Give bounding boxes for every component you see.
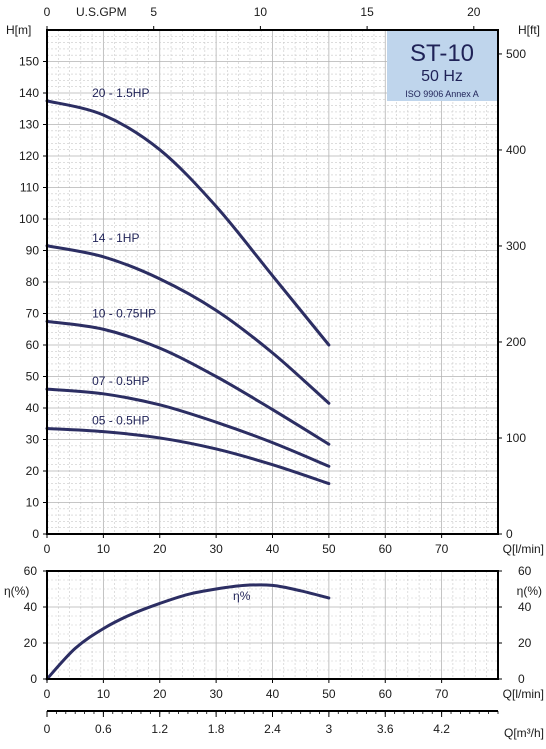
efficiency-curve-label: η% <box>233 589 251 603</box>
flow-tick-label: 1.2 <box>151 722 168 736</box>
x-tick-label-top: 0 <box>44 5 51 19</box>
y-tick-label-left: 110 <box>20 181 39 195</box>
head-curve <box>45 426 331 486</box>
badge-standard: ISO 9906 Annex A <box>405 89 479 99</box>
flow-tick-label: 0.6 <box>95 722 112 736</box>
x-tick-label-bottom: 60 <box>379 542 393 556</box>
eff-y-tick-label-left: 0 <box>30 672 37 686</box>
eff-y-tick-label-left: 20 <box>24 636 38 650</box>
y-tick-label-left: 40 <box>26 401 40 415</box>
eff-y-tick-label-right: 40 <box>518 600 532 614</box>
eff-x-tick-label: 40 <box>266 687 280 701</box>
y-tick-label-right: 400 <box>506 143 526 157</box>
head-curve <box>45 244 331 405</box>
x-axis-label-bottom: Q[l/min] <box>503 542 544 556</box>
eff-x-tick-label: 50 <box>322 687 336 701</box>
y-axis-label-left: H[m] <box>6 23 31 37</box>
x-tick-label-bottom: 30 <box>209 542 223 556</box>
x-tick-label-bottom: 70 <box>435 542 449 556</box>
eff-y-tick-label-right: 0 <box>518 672 525 686</box>
x-tick-label-top: 5 <box>150 5 157 19</box>
eff-x-tick-label: 0 <box>44 687 51 701</box>
flow-tick-label: 2.4 <box>264 722 281 736</box>
head-chart-panel: 20 - 1.5HP 14 - 1HP 10 - 0.75HP 07 - 0.5HP 0… <box>6 5 544 556</box>
y-tick-label-left: 120 <box>19 149 39 163</box>
eff-y-axis-label-right: η(%) <box>517 584 542 598</box>
badge-background <box>387 31 497 101</box>
flow-tick-label: 3.6 <box>377 722 394 736</box>
flow-axis-panel: 0 0.6 1.2 1.8 2.4 3 3.6 4.2 Q[m³/h] <box>44 710 544 740</box>
eff-y-tick-label-left: 40 <box>24 600 38 614</box>
y-tick-label-left: 90 <box>26 244 40 258</box>
model-badge: ST-10 50 Hz ISO 9906 Annex A <box>387 31 497 101</box>
x-tick-label-bottom: 10 <box>97 542 111 556</box>
y-tick-label-right: 300 <box>506 239 526 253</box>
head-curves: 20 - 1.5HP 14 - 1HP 10 - 0.75HP 07 - 0.5HP 0… <box>45 86 331 486</box>
flow-axis-label: Q[m³/h] <box>504 726 544 740</box>
x-tick-label-top: 20 <box>467 5 481 19</box>
y-tick-label-left: 0 <box>32 527 39 541</box>
flow-ticks: 0 0.6 1.2 1.8 2.4 3 3.6 4.2 <box>44 710 499 736</box>
y-tick-label-left: 70 <box>26 307 40 321</box>
y-tick-label-left: 60 <box>26 338 40 352</box>
eff-x-tick-label: 20 <box>153 687 167 701</box>
head-curve <box>45 387 331 468</box>
x-tick-label-bottom: 20 <box>153 542 167 556</box>
efficiency-curves: η% <box>45 583 331 681</box>
y-tick-label-left: 10 <box>26 496 40 510</box>
eff-y-axis-label-left: η(%) <box>4 584 29 598</box>
y-tick-label-left: 150 <box>19 55 39 69</box>
x-tick-label-top: 10 <box>254 5 268 19</box>
eff-y-tick-label-right: 60 <box>518 564 532 578</box>
flow-tick-label: 1.8 <box>208 722 225 736</box>
x-tick-label-top: 15 <box>360 5 374 19</box>
x-tick-label-bottom: 50 <box>322 542 336 556</box>
efficiency-curve <box>45 583 331 681</box>
y-tick-label-right: 200 <box>506 335 526 349</box>
y-tick-label-left: 50 <box>26 370 40 384</box>
eff-x-tick-label: 10 <box>97 687 111 701</box>
curve-label: 14 - 1HP <box>92 231 139 245</box>
x-axis-label-top: U.S.GPM <box>76 5 127 19</box>
head-curve <box>45 99 331 347</box>
y-tick-label-left: 100 <box>19 212 39 226</box>
flow-tick-label: 0 <box>44 722 51 736</box>
eff-y-tick-label-right: 20 <box>518 636 532 650</box>
efficiency-grid <box>47 571 498 679</box>
x-tick-label-bottom: 40 <box>266 542 280 556</box>
y-tick-label-left: 20 <box>26 464 40 478</box>
curve-label: 07 - 0.5HP <box>92 374 149 388</box>
y-tick-label-right: 100 <box>506 431 526 445</box>
head-ticks: 0102030405060708090100110120130140150010… <box>19 5 526 556</box>
flow-tick-label: 4.2 <box>433 722 450 736</box>
y-tick-label-left: 30 <box>26 433 40 447</box>
badge-title: ST-10 <box>410 40 474 67</box>
x-tick-label-bottom: 0 <box>44 542 51 556</box>
y-tick-label-left: 140 <box>19 86 39 100</box>
y-tick-label-left: 80 <box>26 275 40 289</box>
curve-label: 05 - 0.5HP <box>92 413 149 427</box>
eff-y-tick-label-left: 60 <box>24 564 38 578</box>
y-axis-label-right: H[ft] <box>518 23 540 37</box>
y-tick-label-right: 500 <box>506 47 526 61</box>
y-tick-label-left: 130 <box>19 118 39 132</box>
y-tick-label-right: 0 <box>506 527 513 541</box>
curve-label: 10 - 0.75HP <box>92 306 156 320</box>
eff-x-tick-label: 30 <box>209 687 223 701</box>
eff-x-tick-label: 60 <box>379 687 393 701</box>
head-curve <box>45 319 331 446</box>
badge-frequency: 50 Hz <box>421 68 463 85</box>
eff-x-axis-label: Q[l/min] <box>503 687 544 701</box>
flow-tick-label: 3 <box>326 722 333 736</box>
curve-label: 20 - 1.5HP <box>92 86 149 100</box>
head-grid <box>47 30 498 534</box>
eff-x-tick-label: 70 <box>435 687 449 701</box>
